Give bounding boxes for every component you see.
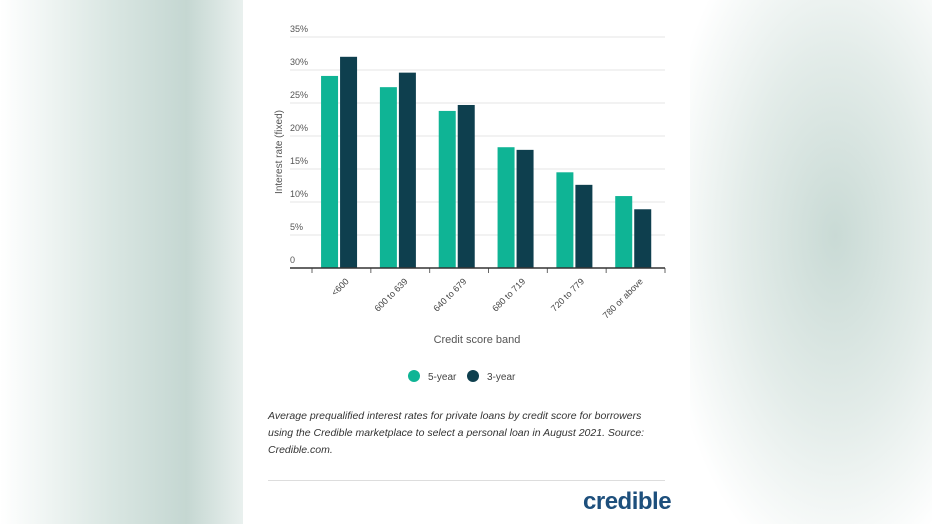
chart-caption: Average prequalified interest rates for …	[268, 410, 645, 456]
legend-swatch-5-year	[408, 370, 420, 382]
bar-5-year	[556, 172, 574, 268]
y-tick-label: 15%	[290, 156, 308, 166]
bar-3-year	[398, 72, 416, 268]
x-tick-label: 640 to 679	[431, 276, 468, 313]
y-axis-label: Interest rate (fixed)	[274, 110, 285, 194]
x-axis-label: Credit score band	[434, 334, 521, 346]
legend-swatch-3-year	[467, 370, 479, 382]
y-tick-label: 25%	[290, 90, 308, 100]
x-tick-label: 600 to 639	[373, 276, 410, 313]
y-tick-label: 20%	[290, 123, 308, 133]
bar-5-year	[321, 75, 339, 268]
x-tick-label: 720 to 779	[549, 276, 586, 313]
y-tick-label: 10%	[290, 189, 308, 199]
background-right	[690, 0, 932, 524]
bar-3-year	[634, 209, 652, 268]
x-tick-label: 680 to 719	[490, 276, 527, 313]
divider	[268, 480, 665, 481]
bar-5-year	[615, 196, 633, 268]
bar-3-year	[516, 149, 534, 268]
bar-5-year	[497, 147, 515, 268]
y-tick-label: 0	[290, 255, 295, 265]
bar-5-year	[379, 87, 397, 268]
legend-label: 5-year	[428, 372, 457, 383]
y-tick-label: 5%	[290, 222, 303, 232]
x-tick-label: 780 or above	[601, 276, 645, 320]
bar-3-year	[575, 184, 593, 268]
credible-logo: credible	[583, 488, 672, 515]
x-tick-label: <600	[329, 276, 350, 297]
bar-3-year	[457, 104, 475, 268]
legend-label: 3-year	[487, 372, 516, 383]
y-tick-label: 35%	[290, 24, 308, 34]
bar-5-year	[438, 110, 456, 268]
bar-3-year	[340, 56, 358, 268]
y-tick-label: 30%	[290, 57, 308, 67]
